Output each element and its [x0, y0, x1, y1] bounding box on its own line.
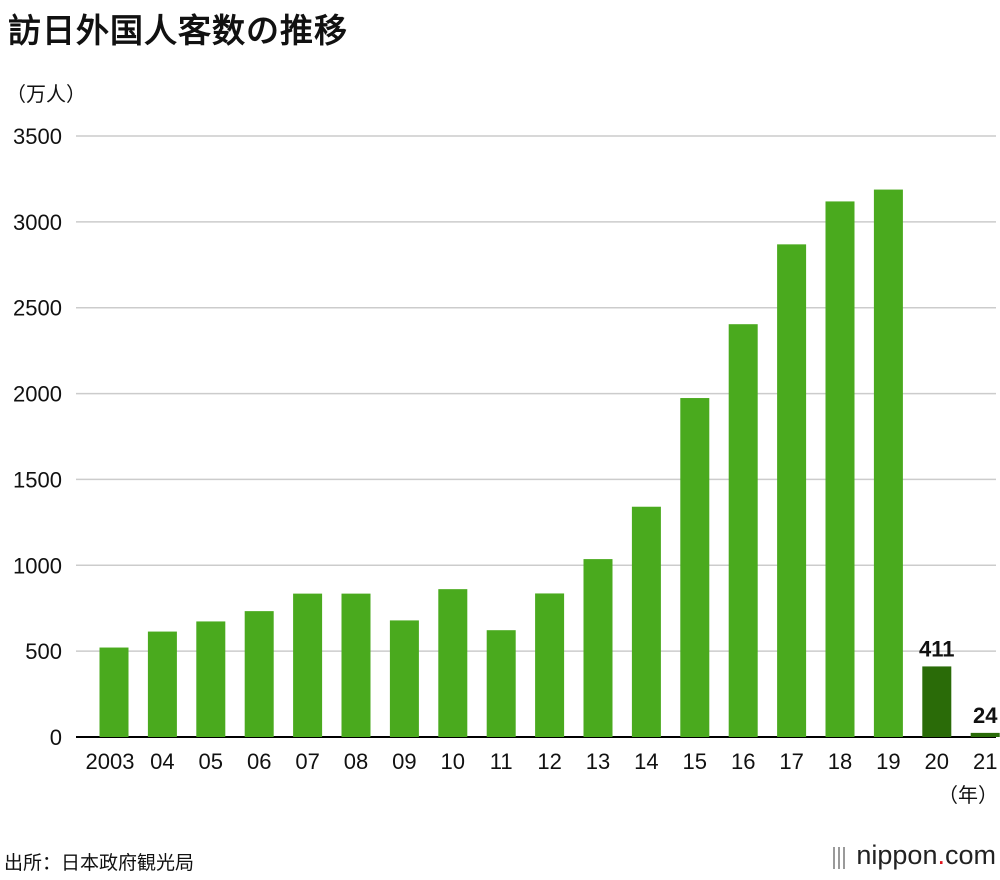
bar-05: [196, 621, 226, 737]
x-tick-label: 06: [247, 749, 271, 774]
x-tick-label: 17: [779, 749, 803, 774]
y-tick-label: 0: [50, 725, 62, 750]
brand-dot: .: [937, 840, 945, 870]
y-tick-label: 1500: [13, 467, 62, 492]
bar-16: [728, 324, 758, 737]
source-note: 出所：日本政府観光局: [4, 852, 195, 874]
bar-chart: 0 500 1000 1500 2000 2500 3000 3500 2003 04 05 06 0…: [13, 124, 1000, 807]
brand-tld: com: [944, 840, 996, 870]
brand-bars-icon: [833, 841, 848, 872]
x-tick-label: 14: [634, 749, 658, 774]
bar-15: [680, 398, 710, 737]
x-tick-label: 2003: [86, 749, 135, 774]
y-tick-label: 3000: [13, 210, 62, 235]
bar-20: [922, 666, 952, 737]
bar-09: [389, 620, 419, 737]
y-axis-unit-label: （万人）: [6, 82, 86, 106]
brand-logo: nippon.com: [833, 840, 996, 872]
y-tick-labels: 0 500 1000 1500 2000 2500 3000 3500: [13, 124, 62, 750]
bar-07: [293, 593, 323, 737]
y-tick-label: 1000: [13, 553, 62, 578]
bar-06: [244, 611, 274, 737]
x-tick-label: 18: [828, 749, 852, 774]
bar-18: [825, 201, 855, 737]
bar-13: [583, 559, 613, 737]
x-tick-label: 04: [150, 749, 174, 774]
y-tick-label: 3500: [13, 124, 62, 149]
x-tick-label: 20: [925, 749, 949, 774]
bar-08: [341, 593, 371, 737]
bar-12: [535, 593, 565, 737]
bar-14: [631, 506, 661, 737]
x-tick-label: 21: [973, 749, 997, 774]
bar-04: [147, 631, 177, 737]
y-tick-label: 2500: [13, 296, 62, 321]
x-tick-label: 05: [199, 749, 223, 774]
data-label: 411: [919, 636, 955, 661]
x-tick-label: 10: [441, 749, 465, 774]
x-tick-label: 16: [731, 749, 755, 774]
x-tick-label: 12: [537, 749, 561, 774]
x-tick-label: 07: [295, 749, 319, 774]
data-labels: 411 24: [919, 636, 998, 727]
x-tick-label: 19: [876, 749, 900, 774]
bar-2003: [99, 647, 129, 737]
data-label: 24: [973, 703, 998, 728]
chart-title: 訪日外国人客数の推移: [8, 11, 348, 50]
x-tick-label: 13: [586, 749, 610, 774]
x-tick-label: 08: [344, 749, 368, 774]
bar-21: [970, 732, 1000, 737]
bar-17: [777, 244, 807, 737]
y-tick-label: 500: [25, 639, 62, 664]
brand-name: nippon: [856, 840, 938, 870]
x-tick-label: 11: [490, 749, 513, 774]
x-tick-label: 15: [683, 749, 707, 774]
x-tick-labels: 2003 04 05 06 07 08 09 10 11 12 13 14 15 16 17 18 19 20 21: [86, 749, 998, 774]
x-axis-label: （年）: [938, 783, 998, 807]
bar-11: [486, 630, 516, 737]
bar-10: [438, 589, 468, 737]
y-tick-label: 2000: [13, 382, 62, 407]
bar-19: [873, 189, 903, 738]
x-tick-label: 09: [392, 749, 416, 774]
bars: [99, 189, 1000, 738]
